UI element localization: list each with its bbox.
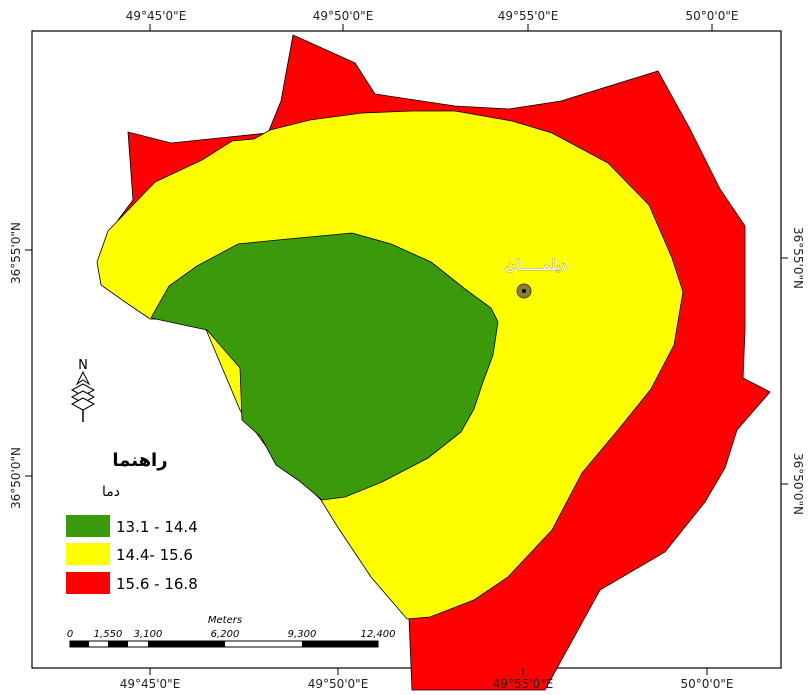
city-label: دیلمـــــان <box>505 256 567 274</box>
top-coord-label: 49°45'0"E <box>126 9 187 23</box>
bottom-coord-label: 49°45'0"E <box>120 677 181 691</box>
scale-tick-label: 3,100 <box>134 629 163 640</box>
north-arrow-label: N <box>78 358 88 373</box>
scale-bar: Meters 0 1,550 3,100 6,200 9,300 12,400 <box>67 615 396 648</box>
left-coord-label: 36°50'0"N <box>9 447 23 509</box>
scale-tick-label: 12,400 <box>361 629 396 640</box>
scale-tick-label: 6,200 <box>211 629 240 640</box>
north-arrow-icon: N <box>70 358 96 422</box>
right-coord-label: 36°55'0"N <box>791 227 805 289</box>
bottom-coord-label: 49°50'0"E <box>308 677 369 691</box>
scale-tick-label: 0 <box>67 629 73 640</box>
top-coord-label: 50°0'0"E <box>686 9 739 23</box>
left-coord-label: 36°55'0"N <box>9 222 23 284</box>
legend-subtitle: دما <box>102 484 120 500</box>
legend: راهنما دما 13.1 - 14.4 14.4- 15.6 15.6 -… <box>66 450 198 594</box>
legend-title: راهنما <box>112 450 167 471</box>
top-coord-label: 49°50'0"E <box>313 9 374 23</box>
legend-item-mid: 14.4- 15.6 <box>116 546 193 564</box>
bottom-coord-label: 50°0'0"E <box>681 677 734 691</box>
zone-low-temperature <box>150 232 499 501</box>
legend-swatch-low <box>66 515 110 537</box>
right-coord-label: 36°50'0"N <box>791 453 805 515</box>
scale-bar-unit: Meters <box>208 615 242 626</box>
scale-tick-label: 9,300 <box>288 629 317 640</box>
legend-item-low: 13.1 - 14.4 <box>116 518 198 536</box>
bottom-coord-label: 49°55'0"E <box>493 677 554 691</box>
legend-swatch-mid <box>66 543 110 565</box>
top-coord-label: 49°55'0"E <box>498 9 559 23</box>
city-point-icon <box>516 283 532 299</box>
scale-tick-label: 1,550 <box>94 629 123 640</box>
legend-swatch-high <box>66 572 110 594</box>
legend-item-high: 15.6 - 16.8 <box>116 575 198 593</box>
